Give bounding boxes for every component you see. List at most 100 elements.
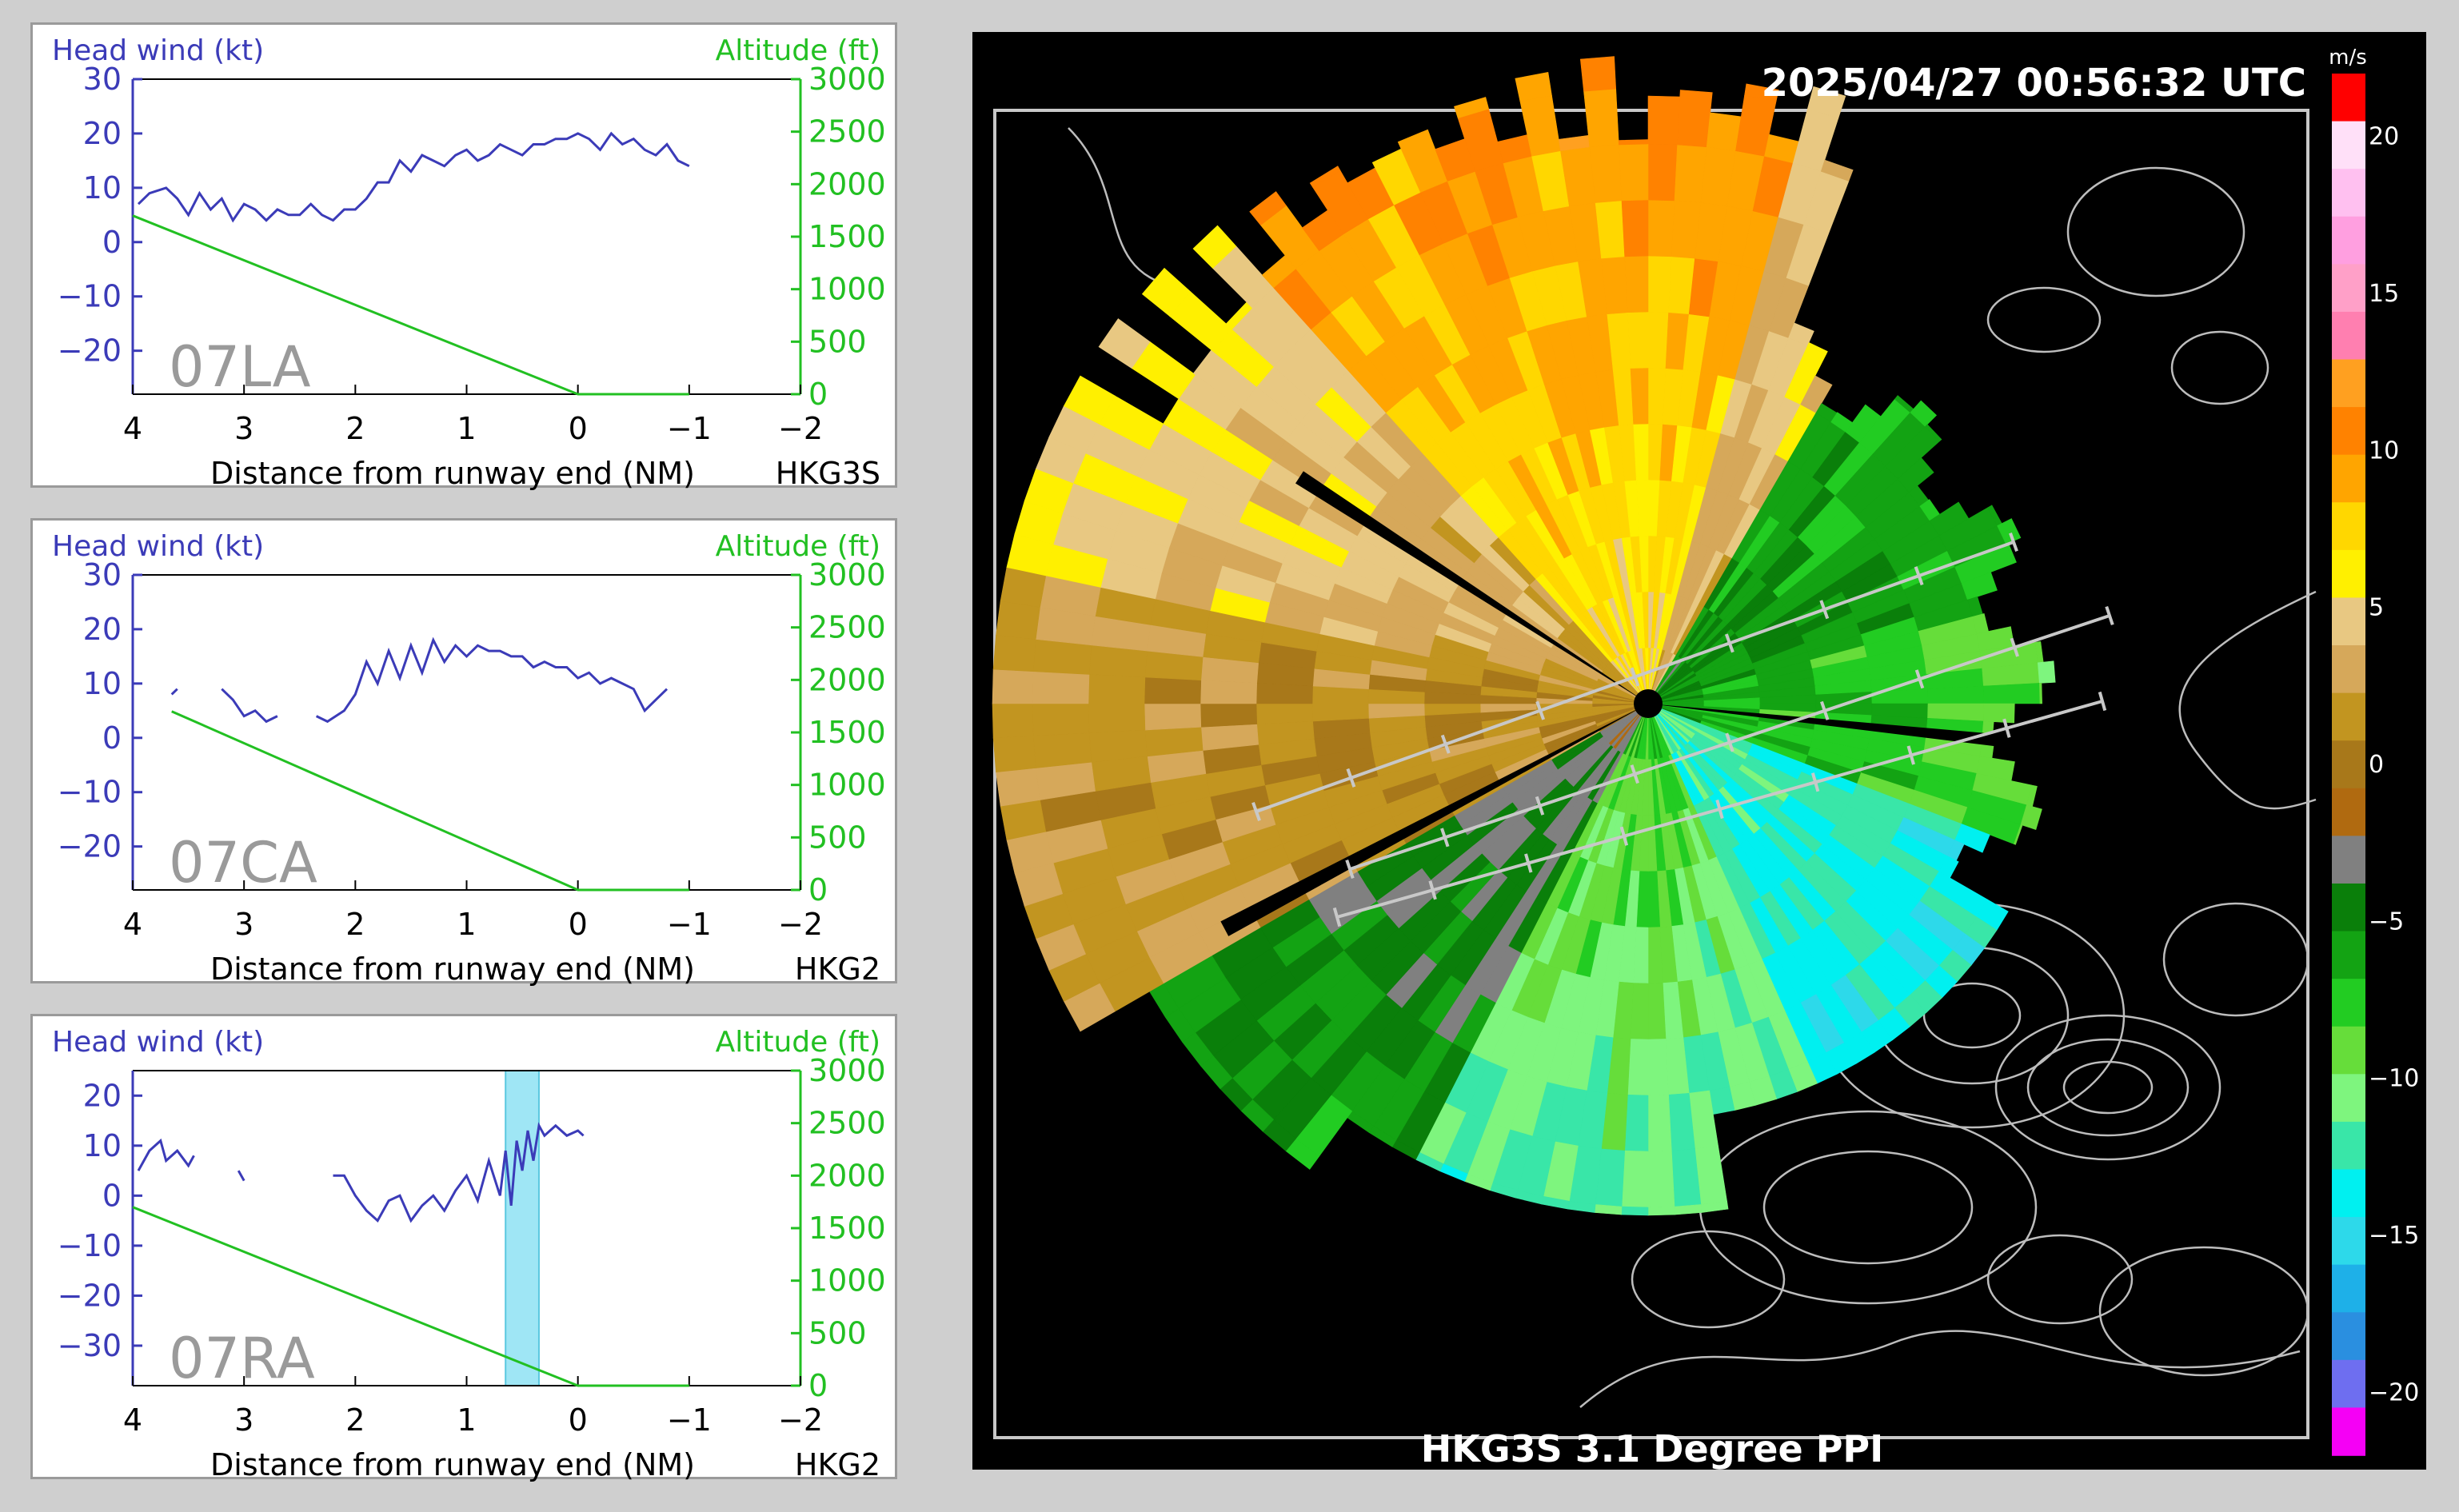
right-tick-label: 1500 bbox=[808, 715, 886, 750]
velocity-cell bbox=[1141, 267, 1192, 317]
approach-tick bbox=[1914, 669, 1925, 689]
right-tick-label: 2500 bbox=[808, 1106, 886, 1141]
colorbar-tick-label: 20 bbox=[2369, 123, 2399, 151]
headwind-line bbox=[170, 688, 178, 696]
x-tick-label: −1 bbox=[667, 411, 712, 446]
x-tick-label: −2 bbox=[778, 411, 823, 446]
left-tick-label: −10 bbox=[58, 775, 122, 810]
velocity-cell bbox=[1647, 143, 1678, 201]
x-tick-label: 2 bbox=[345, 907, 365, 942]
contour-line bbox=[2026, 1038, 2190, 1137]
chart-svg-07RA: Head wind (kt) Altitude (ft)20100−10−20−3… bbox=[52, 1026, 886, 1482]
colorbar-segment bbox=[2332, 264, 2365, 313]
velocity-cell bbox=[1627, 311, 1649, 369]
colorbar-tick-label: −10 bbox=[2369, 1065, 2419, 1093]
approach-tick bbox=[1535, 796, 1545, 816]
colorbar-segment bbox=[2332, 74, 2365, 122]
velocity-cell bbox=[2037, 660, 2056, 684]
contour-line bbox=[1579, 1330, 2301, 1408]
x-axis-label: Distance from runway end (NM) bbox=[210, 1447, 695, 1482]
velocity-cell bbox=[1647, 255, 1672, 313]
right-axis-label: Altitude (ft) bbox=[716, 530, 880, 563]
velocity-cell bbox=[1647, 1206, 1675, 1216]
contour-line bbox=[1986, 286, 2102, 353]
velocity-cell bbox=[1806, 86, 1846, 119]
left-tick-label: 30 bbox=[83, 62, 122, 97]
velocity-cell bbox=[1820, 159, 1854, 182]
colorbar-segment bbox=[2332, 454, 2365, 504]
right-tick-label: 3000 bbox=[808, 62, 886, 97]
colorbar-segment bbox=[2332, 216, 2365, 265]
velocity-cell bbox=[1255, 703, 1313, 724]
approach-tick bbox=[1724, 633, 1734, 653]
velocity-cell bbox=[1983, 683, 2041, 704]
velocity-cell bbox=[1088, 674, 1146, 704]
velocity-cell bbox=[1088, 729, 1148, 763]
velocity-cell bbox=[1063, 375, 1116, 425]
right-tick-label: 500 bbox=[808, 820, 867, 855]
colorbar-segment bbox=[2332, 1121, 2365, 1171]
velocity-cell bbox=[1621, 199, 1649, 257]
velocity-cell bbox=[1983, 703, 2015, 724]
ppi-title: HKG3S 3.1 Degree PPI bbox=[1421, 1427, 1884, 1470]
left-tick-label: −10 bbox=[58, 279, 122, 314]
x-tick-label: 1 bbox=[457, 411, 476, 446]
velocity-cell bbox=[1309, 166, 1341, 188]
right-tick-label: 2500 bbox=[808, 114, 886, 150]
x-tick-label: 1 bbox=[457, 907, 476, 942]
colorbar-segment bbox=[2332, 1264, 2365, 1314]
blocked-beam bbox=[1220, 704, 1648, 936]
blocked-beam bbox=[1295, 471, 1648, 704]
colorbar-segment bbox=[2332, 883, 2365, 932]
colorbar-tick-label: −20 bbox=[2369, 1378, 2419, 1406]
x-tick-label: −1 bbox=[667, 907, 712, 942]
x-tick-label: 4 bbox=[123, 907, 142, 942]
x-axis-label: Distance from runway end (NM) bbox=[210, 456, 695, 490]
colorbar-segment bbox=[2332, 1359, 2365, 1409]
wind-shear-highlight-band bbox=[505, 1070, 540, 1386]
contour-line bbox=[2098, 1246, 2309, 1377]
contour-line bbox=[1986, 1234, 2134, 1325]
colorbar-tick-label: −5 bbox=[2369, 908, 2404, 936]
velocity-cell bbox=[1624, 255, 1649, 313]
contour-line bbox=[2066, 166, 2245, 297]
approach-tick bbox=[1440, 734, 1451, 754]
velocity-cell bbox=[1647, 1039, 1669, 1096]
right-tick-label: 0 bbox=[808, 377, 828, 412]
runway-label: 07RA bbox=[169, 1326, 315, 1391]
radar-name-label: HKG2 bbox=[795, 951, 880, 986]
right-tick-label: 3000 bbox=[808, 1053, 886, 1088]
right-axis-label: Altitude (ft) bbox=[716, 1026, 880, 1059]
colorbar-segment bbox=[2332, 979, 2365, 1027]
x-tick-label: 4 bbox=[123, 411, 142, 446]
altitude-glide-line bbox=[171, 710, 689, 892]
left-tick-label: −20 bbox=[58, 1278, 122, 1313]
velocity-cell bbox=[992, 735, 1036, 773]
velocity-cell bbox=[1647, 95, 1681, 146]
approach-tick bbox=[1535, 700, 1546, 720]
left-tick-label: 20 bbox=[83, 1078, 122, 1113]
velocity-cell bbox=[1200, 703, 1258, 728]
velocity-cell bbox=[1618, 139, 1649, 146]
velocity-cell bbox=[1961, 572, 1998, 600]
right-tick-label: 0 bbox=[808, 872, 828, 908]
velocity-cell bbox=[1677, 90, 1713, 148]
right-tick-label: 3000 bbox=[808, 557, 886, 592]
x-tick-label: −2 bbox=[778, 1402, 823, 1438]
approach-tick bbox=[1428, 880, 1437, 900]
left-tick-label: 0 bbox=[102, 225, 122, 260]
contour-line bbox=[2170, 330, 2269, 405]
velocity-cell bbox=[1925, 424, 1942, 442]
colorbar-tick-label: 5 bbox=[2369, 594, 2384, 622]
approach-tick bbox=[1332, 907, 1342, 928]
velocity-cell bbox=[2020, 804, 2042, 830]
x-tick-label: 1 bbox=[457, 1402, 476, 1438]
headwind-line bbox=[315, 636, 669, 724]
contour-line bbox=[2162, 902, 2309, 1017]
colorbar-segment bbox=[2332, 407, 2365, 456]
colorbar-segment bbox=[2332, 1026, 2365, 1075]
headwind-line bbox=[137, 131, 690, 223]
ppi-radar-svg: m/s 20 15 10 5 0 −5 −10 −15 −20 2025/04/27 00:56:3… bbox=[992, 46, 2419, 1470]
velocity-cell bbox=[1311, 703, 1369, 722]
contour-line bbox=[1631, 1230, 1786, 1329]
